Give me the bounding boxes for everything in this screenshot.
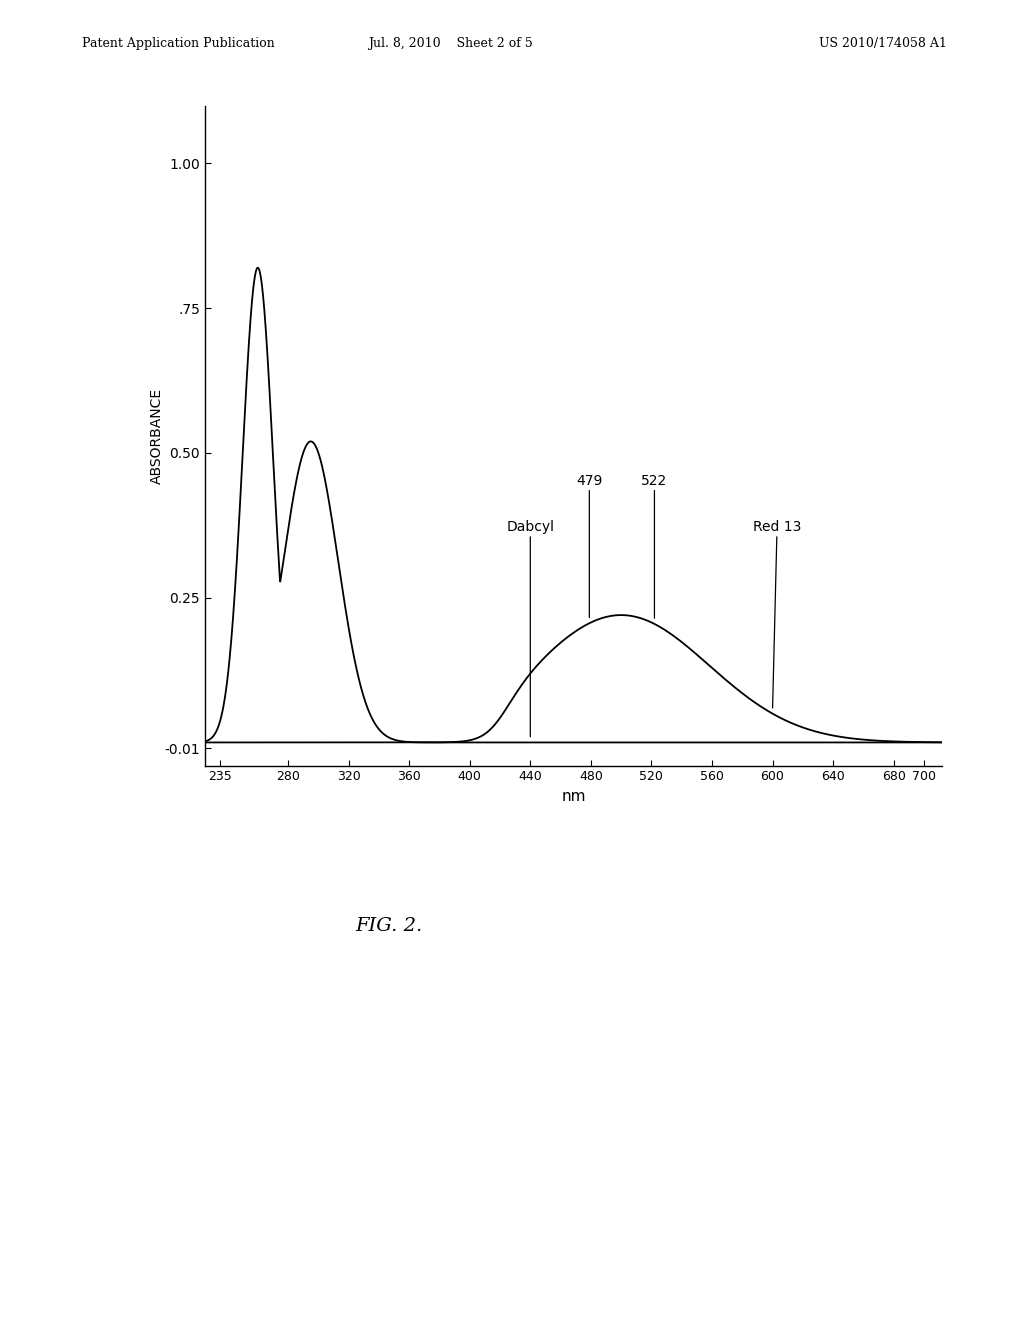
Text: US 2010/174058 A1: US 2010/174058 A1: [819, 37, 947, 50]
Text: Red 13: Red 13: [753, 520, 801, 708]
Y-axis label: ABSORBANCE: ABSORBANCE: [151, 388, 165, 483]
Text: 479: 479: [577, 474, 602, 618]
Text: Patent Application Publication: Patent Application Publication: [82, 37, 274, 50]
Text: Jul. 8, 2010    Sheet 2 of 5: Jul. 8, 2010 Sheet 2 of 5: [369, 37, 532, 50]
X-axis label: nm: nm: [561, 789, 586, 804]
Text: 522: 522: [641, 474, 668, 618]
Text: FIG. 2.: FIG. 2.: [355, 917, 423, 936]
Text: Dabcyl: Dabcyl: [506, 520, 554, 737]
